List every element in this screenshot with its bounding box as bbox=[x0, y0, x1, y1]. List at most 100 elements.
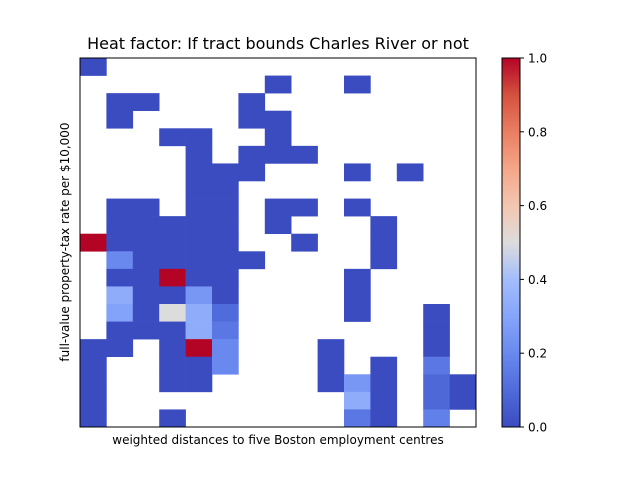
colorbar-tick-label: 1.0 bbox=[528, 52, 547, 66]
heatmap-cell bbox=[185, 181, 213, 199]
heatmap-cell bbox=[212, 304, 239, 322]
heatmap-cell bbox=[132, 268, 160, 287]
heatmap-cell bbox=[238, 93, 266, 112]
heatmap-cell bbox=[344, 198, 371, 217]
heatmap-cell bbox=[185, 128, 213, 147]
colorbar-tick-label: 0.6 bbox=[528, 199, 547, 213]
chart-title: Heat factor: If tract bounds Charles Riv… bbox=[87, 34, 469, 53]
heatmap-cell bbox=[106, 233, 134, 252]
heatmap-cell bbox=[159, 321, 186, 340]
heatmap-cell bbox=[370, 216, 398, 235]
heatmap-cell bbox=[159, 356, 186, 375]
heatmap-cell bbox=[159, 216, 186, 235]
heatmap-cell bbox=[106, 286, 134, 305]
heatmap-cell bbox=[185, 216, 213, 235]
heatmap-cell bbox=[80, 374, 107, 393]
heatmap-cell bbox=[159, 409, 186, 428]
heatmap-cell bbox=[80, 356, 107, 375]
heatmap-cell bbox=[344, 268, 371, 287]
heatmap-cell bbox=[106, 339, 134, 358]
heatmap-cell bbox=[344, 374, 371, 393]
heatmap-cell bbox=[423, 391, 450, 410]
heatmap-cell bbox=[80, 233, 107, 252]
heatmap-cell bbox=[185, 163, 213, 182]
heatmap-cell bbox=[159, 304, 186, 322]
heatmap-cell bbox=[80, 339, 107, 358]
heatmap-cell bbox=[212, 251, 239, 270]
colorbar-tick-label: 0.4 bbox=[528, 273, 547, 287]
heatmap-cell bbox=[264, 128, 292, 147]
heatmap-cell bbox=[344, 409, 371, 428]
heatmap-cell bbox=[344, 75, 371, 94]
heatmap-cell bbox=[212, 286, 239, 305]
heatmap-cell bbox=[185, 198, 213, 217]
heatmap-cell bbox=[80, 58, 107, 76]
heatmap-cells bbox=[80, 58, 477, 428]
heatmap-cell bbox=[185, 339, 213, 358]
heatmap-cell bbox=[423, 321, 450, 340]
heatmap-cell bbox=[212, 181, 239, 199]
heatmap-cell bbox=[423, 409, 450, 428]
heatmap-cell bbox=[423, 304, 450, 322]
heatmap-cell bbox=[291, 198, 318, 217]
y-axis-label: full-value property-tax rate per $10,000 bbox=[58, 122, 72, 361]
heatmap-cell bbox=[185, 356, 213, 375]
heatmap-cell bbox=[80, 391, 107, 410]
colorbar-tick-label: 0.0 bbox=[528, 421, 547, 435]
heatmap-cell bbox=[106, 268, 134, 287]
heatmap-cell bbox=[185, 304, 213, 322]
heatmap-cell bbox=[106, 321, 134, 340]
heatmap-cell bbox=[106, 216, 134, 235]
heatmap-cell bbox=[132, 304, 160, 322]
heatmap-cell bbox=[344, 304, 371, 322]
heatmap-cell bbox=[238, 251, 266, 270]
heatmap-cell bbox=[238, 163, 266, 182]
heatmap-cell bbox=[132, 216, 160, 235]
heatmap-cell bbox=[185, 374, 213, 393]
heatmap-cell bbox=[370, 391, 398, 410]
heatmap-cell bbox=[159, 286, 186, 305]
x-axis-label: weighted distances to five Boston employ… bbox=[112, 433, 443, 447]
heatmap-cell bbox=[264, 198, 292, 217]
heatmap-cell bbox=[264, 110, 292, 129]
heatmap-cell bbox=[317, 356, 345, 375]
heatmap-cell bbox=[317, 374, 345, 393]
heatmap-cell bbox=[212, 198, 239, 217]
heatmap-cell bbox=[80, 409, 107, 428]
heatmap-cell bbox=[264, 145, 292, 164]
heatmap-cell bbox=[449, 374, 477, 393]
heatmap-cell bbox=[185, 286, 213, 305]
heatmap-cell bbox=[212, 216, 239, 235]
heatmap-cell bbox=[291, 145, 318, 164]
heatmap-cell bbox=[344, 163, 371, 182]
colorbar-tick-label: 0.8 bbox=[528, 125, 547, 139]
heatmap-cell bbox=[185, 145, 213, 164]
heatmap-cell bbox=[132, 93, 160, 112]
colorbar-ticks: 0.0 0.2 0.4 0.6 0.8 1.0 bbox=[520, 52, 547, 435]
heatmap-cell bbox=[185, 233, 213, 252]
heatmap-cell bbox=[159, 374, 186, 393]
heatmap-cell bbox=[212, 356, 239, 375]
heatmap-cell bbox=[212, 233, 239, 252]
heatmap-cell bbox=[106, 198, 134, 217]
heatmap-cell bbox=[396, 163, 424, 182]
heatmap-cell bbox=[344, 286, 371, 305]
colorbar bbox=[501, 57, 521, 428]
heatmap-cell bbox=[159, 233, 186, 252]
heatmap-cell bbox=[159, 339, 186, 358]
heatmap-cell bbox=[185, 268, 213, 287]
heatmap-cell bbox=[159, 268, 186, 287]
heatmap-cell bbox=[238, 145, 266, 164]
heatmap-cell bbox=[185, 321, 213, 340]
heatmap-cell bbox=[423, 356, 450, 375]
heatmap-cell bbox=[132, 251, 160, 270]
heatmap-cell bbox=[212, 339, 239, 358]
heatmap-cell bbox=[132, 286, 160, 305]
heatmap-cell bbox=[185, 251, 213, 270]
heatmap-cell bbox=[212, 268, 239, 287]
heatmap-cell bbox=[370, 251, 398, 270]
heatmap-cell bbox=[370, 356, 398, 375]
heatmap-cell bbox=[449, 391, 477, 410]
heatmap-cell bbox=[106, 304, 134, 322]
heatmap-cell bbox=[264, 216, 292, 235]
